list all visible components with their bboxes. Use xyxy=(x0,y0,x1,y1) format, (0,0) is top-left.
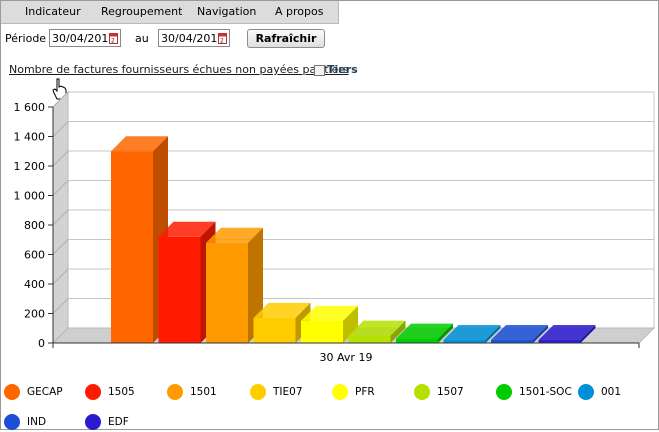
expand-arrow-icon[interactable] xyxy=(314,65,325,76)
menu-navigation[interactable]: Navigation xyxy=(197,5,257,18)
legend-label: 1501-SOC xyxy=(519,386,572,398)
bar-pfr xyxy=(301,305,358,343)
bar-front xyxy=(443,340,486,343)
bar-chart: 0 200 400 600 800 1 000 1 200 1 400 1 600 30 Avr… xyxy=(14,90,656,364)
legend-swatch xyxy=(496,384,512,400)
calendar-icon[interactable]: 2 xyxy=(218,32,227,44)
bar-top xyxy=(253,302,311,318)
gridline xyxy=(52,268,69,285)
gridline xyxy=(52,298,69,314)
bar-front xyxy=(301,320,343,343)
legend-swatch xyxy=(250,384,266,400)
legend-label: 001 xyxy=(601,386,622,398)
calendar-icon[interactable]: 2 xyxy=(109,32,118,44)
legend-swatch xyxy=(414,384,430,400)
chart-legend: GECAP 1505 1501 TIE07 PFR 1507 1501-SOC 001 IND E… xyxy=(1,381,659,431)
report-title[interactable]: Nombre de factures fournisseurs échues n… xyxy=(9,63,349,76)
gridline xyxy=(52,91,69,108)
menu-bar: Indicateur Regroupement Navigation A pro… xyxy=(1,1,339,24)
menu-a-propos[interactable]: A propos xyxy=(275,5,324,18)
bar-001 xyxy=(443,325,501,343)
bar-top xyxy=(538,325,596,341)
legend-label: IND xyxy=(27,416,47,428)
legend-swatch xyxy=(85,414,101,430)
bar-side xyxy=(343,305,358,343)
y-tick-label: 800 xyxy=(24,219,45,232)
legend-swatch xyxy=(578,384,594,400)
y-tick-label: 1 600 xyxy=(14,101,46,114)
bar-front xyxy=(253,317,296,343)
bar-top xyxy=(396,323,453,339)
bar-front xyxy=(348,335,391,343)
to-date-field[interactable]: 30/04/2019 2 xyxy=(158,29,230,47)
menu-indicateur[interactable]: Indicateur xyxy=(25,5,81,18)
gridline xyxy=(52,239,69,255)
legend-label: TIE07 xyxy=(273,386,303,398)
y-axis-ticks: 0 200 400 600 800 1 000 1 200 1 400 1 600 xyxy=(14,101,54,350)
gridline xyxy=(52,209,69,226)
legend-swatch xyxy=(85,384,101,400)
svg-text:2: 2 xyxy=(111,38,115,45)
to-date-value: 30/04/2019 xyxy=(161,32,225,45)
bar-side xyxy=(580,325,596,343)
bar-top xyxy=(111,136,168,152)
y-tick-label: 400 xyxy=(24,278,45,291)
from-date-field[interactable]: 30/04/2019 2 xyxy=(49,29,121,47)
bar-top xyxy=(443,325,501,341)
bar-top xyxy=(301,305,358,321)
legend-swatch xyxy=(4,414,20,430)
y-tick-label: 0 xyxy=(38,337,45,350)
bar-front xyxy=(158,236,201,343)
refresh-button[interactable]: Rafraîchir xyxy=(247,29,325,48)
bar-top xyxy=(348,320,406,336)
bar-front xyxy=(111,151,153,343)
legend-label: PFR xyxy=(355,386,375,398)
svg-text:2: 2 xyxy=(220,38,224,45)
legend-swatch xyxy=(167,384,183,400)
bar-top xyxy=(158,221,216,237)
legend-label: GECAP xyxy=(27,386,63,398)
period-filter: Période 30/04/2019 2 au 30/04/2019 2 Raf… xyxy=(1,28,401,50)
y-tick-label: 1 000 xyxy=(14,190,46,203)
bar-1507 xyxy=(348,320,406,343)
legend-label: 1501 xyxy=(190,386,217,398)
legend-swatch xyxy=(332,384,348,400)
legend-label: 1507 xyxy=(437,386,464,398)
x-axis: 30 Avr 19 xyxy=(52,342,640,364)
y-tick-label: 1 400 xyxy=(14,131,46,144)
bar-edf xyxy=(538,325,596,343)
legend-label: EDF xyxy=(108,416,129,428)
from-date-value: 30/04/2019 xyxy=(52,32,116,45)
gridline xyxy=(52,150,69,167)
y-tick-label: 200 xyxy=(24,308,45,321)
chart-bars xyxy=(111,136,596,343)
bar-front xyxy=(538,340,581,343)
legend-swatch xyxy=(4,384,20,400)
legend-label: 1505 xyxy=(108,386,135,398)
period-label: Période xyxy=(5,32,47,45)
bar-top xyxy=(206,227,263,243)
gridline xyxy=(52,180,69,196)
bar-ind xyxy=(491,325,548,343)
bar-front xyxy=(206,242,248,343)
group-by-tiers[interactable]: Tiers xyxy=(327,63,358,76)
bar-side xyxy=(533,325,548,343)
bar-front xyxy=(491,340,533,343)
bar-front xyxy=(396,338,438,343)
to-label: au xyxy=(135,32,149,45)
menu-regroupement[interactable]: Regroupement xyxy=(101,5,183,18)
y-tick-label: 600 xyxy=(24,249,45,262)
gridline xyxy=(52,121,69,137)
bar-side xyxy=(485,325,501,343)
y-tick-label: 1 200 xyxy=(14,160,46,173)
bar-1501-soc xyxy=(396,323,453,343)
bar-side xyxy=(390,320,406,343)
x-category-label: 30 Avr 19 xyxy=(320,351,373,364)
bar-top xyxy=(491,325,548,341)
bar-side xyxy=(438,323,453,343)
